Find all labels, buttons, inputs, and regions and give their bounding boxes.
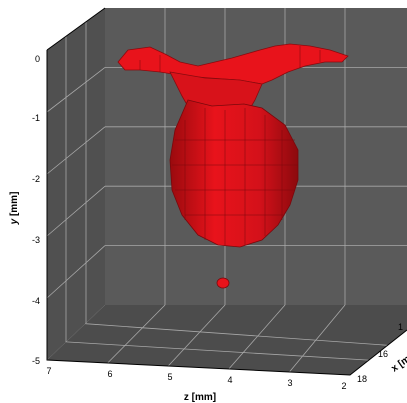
y-tick-label: -2: [32, 174, 40, 184]
y-tick-label: -5: [32, 356, 40, 366]
x-axis-label: x [m: [389, 354, 407, 375]
z-axis-label: z [mm]: [184, 392, 216, 403]
isosurface: [117, 43, 349, 289]
grid-line: [46, 245, 106, 299]
z-tick-label: 3: [287, 378, 292, 388]
grid-line: [66, 341, 369, 361]
floor: [47, 305, 407, 375]
z-tick-label: 6: [107, 369, 112, 379]
grid-line: [228, 304, 286, 370]
y-tick-label: -1: [32, 113, 40, 123]
y-tick-label: 0: [35, 54, 40, 64]
grid-lines: [46, 8, 407, 373]
grid-line: [46, 185, 106, 237]
y-tick-label: -4: [32, 296, 40, 306]
axis-frame-top: [46, 7, 106, 51]
grid-line: [289, 304, 346, 373]
z-tick-label: 7: [46, 366, 51, 376]
x-tick-label: 16: [378, 349, 388, 359]
z-tick-label: 5: [167, 372, 172, 382]
voxel-facets: [139, 46, 321, 245]
grid-line: [46, 126, 106, 175]
y-tick-label: -3: [32, 235, 40, 245]
isosurface-body: [169, 99, 299, 248]
grid-line: [107, 304, 166, 364]
x-tick-label: 1: [398, 322, 403, 332]
left-wall: [47, 8, 105, 360]
y-axis-label: y [mm]: [9, 192, 20, 226]
axis-frame: [46, 50, 407, 376]
grid-line: [85, 323, 388, 346]
z-tick-label: 2: [341, 381, 346, 391]
z-tick-label: 4: [227, 375, 232, 385]
grid-line: [167, 304, 226, 367]
x-tick-label: 18: [357, 374, 367, 384]
droplet: [216, 277, 230, 289]
grid-line: [46, 67, 106, 113]
